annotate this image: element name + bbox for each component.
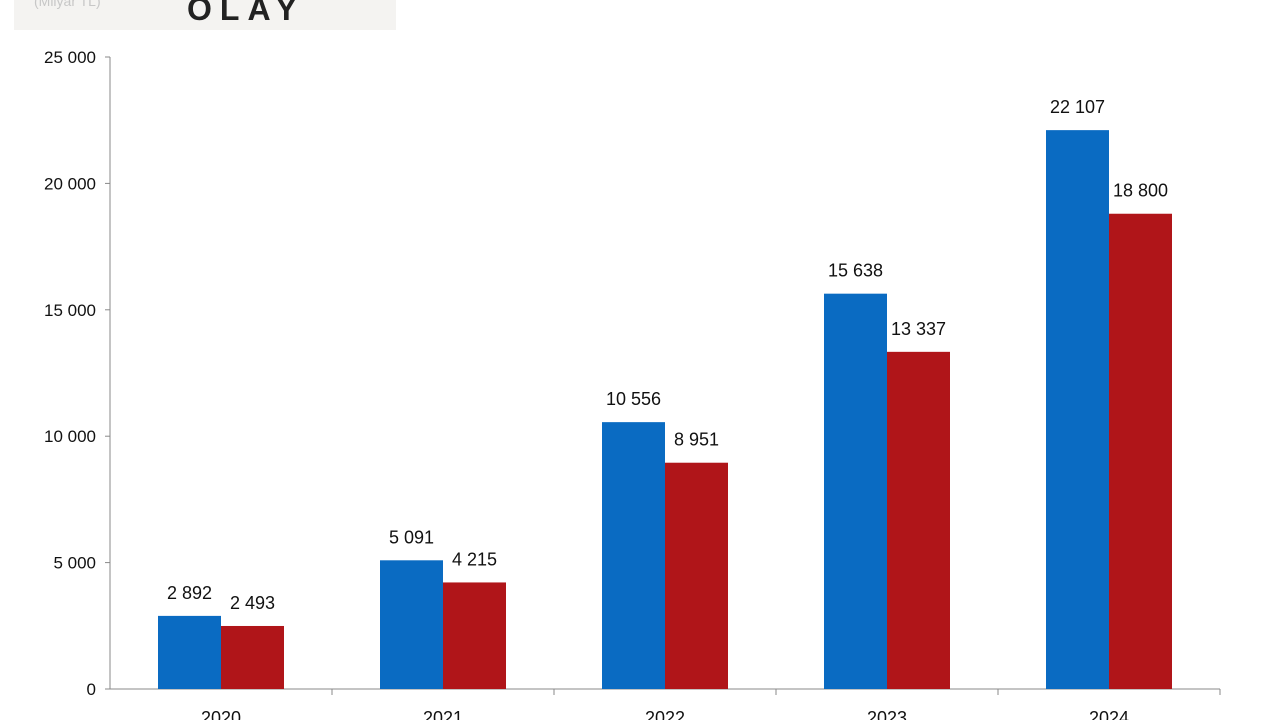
data-label: 13 337 bbox=[891, 319, 946, 339]
bar-series1 bbox=[158, 615, 221, 689]
x-tick-label: 2021 bbox=[423, 708, 463, 720]
bar-series2 bbox=[887, 351, 950, 689]
y-tick-label: 10 000 bbox=[44, 427, 96, 446]
bar-series2 bbox=[1109, 213, 1172, 689]
data-label: 4 215 bbox=[452, 549, 497, 569]
data-label: 5 091 bbox=[389, 527, 434, 547]
header-strip: (Milyar TL) OLAY bbox=[14, 0, 396, 30]
x-tick-label: 2023 bbox=[867, 708, 907, 720]
data-label: 8 951 bbox=[674, 430, 719, 450]
y-tick-label: 0 bbox=[87, 680, 96, 699]
data-label: 2 493 bbox=[230, 593, 275, 613]
data-label: 18 800 bbox=[1113, 181, 1168, 201]
unit-label: (Milyar TL) bbox=[34, 0, 101, 9]
data-label: 15 638 bbox=[828, 261, 883, 281]
y-tick-label: 25 000 bbox=[44, 48, 96, 67]
data-label: 22 107 bbox=[1050, 97, 1105, 117]
data-label: 10 556 bbox=[606, 389, 661, 409]
bar-series1 bbox=[824, 293, 887, 689]
y-tick-label: 20 000 bbox=[44, 174, 96, 193]
bar-series1 bbox=[602, 422, 665, 689]
bar-series1 bbox=[380, 560, 443, 689]
y-tick-label: 5 000 bbox=[53, 554, 96, 573]
bar-series2 bbox=[665, 462, 728, 689]
x-tick-label: 2022 bbox=[645, 708, 685, 720]
data-label: 2 892 bbox=[167, 583, 212, 603]
bar-series2 bbox=[221, 625, 284, 689]
x-tick-label: 2024 bbox=[1089, 708, 1129, 720]
x-tick-label: 2020 bbox=[201, 708, 241, 720]
bar-series2 bbox=[443, 582, 506, 689]
y-tick-label: 15 000 bbox=[44, 301, 96, 320]
logo: OLAY bbox=[187, 0, 305, 27]
bar-series1 bbox=[1046, 130, 1109, 690]
